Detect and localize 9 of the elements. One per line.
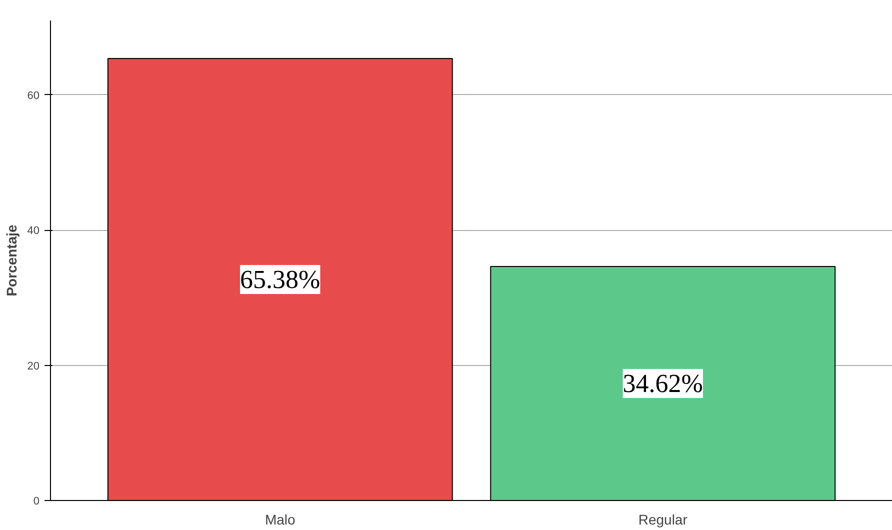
data-label: 34.62% [622,368,703,398]
y-tick-label: 40 [27,225,40,238]
x-tick-label: Regular [638,512,688,528]
y-tick-label: 60 [27,90,40,102]
x-tick-label: Malo [264,512,296,528]
data-label: 65.38% [240,264,320,294]
y-axis-title: Porcentaje [3,224,20,296]
y-tick-label: 0 [33,496,40,508]
y-tick-label: 20 [27,360,40,372]
